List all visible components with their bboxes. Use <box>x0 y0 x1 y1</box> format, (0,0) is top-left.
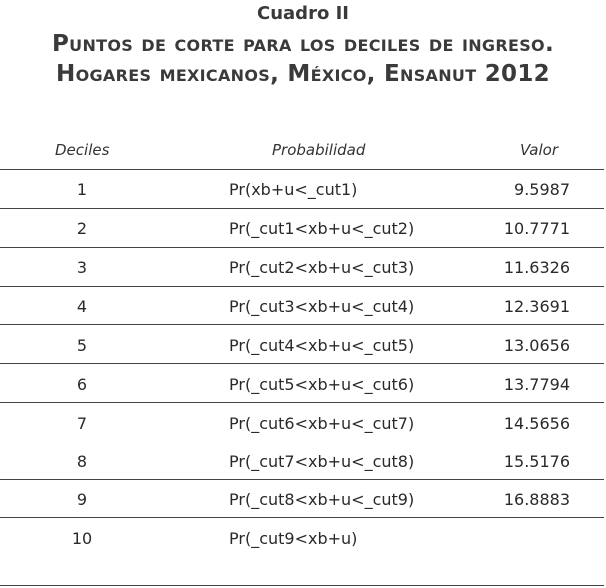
row-divider <box>0 324 604 325</box>
row-divider <box>0 208 604 209</box>
probability-cell: Pr(_cut8<xb+u<_cut9) <box>229 490 415 509</box>
value-cell: 15.5176 <box>503 452 570 471</box>
probability-cell: Pr(_cut9<xb+u) <box>229 529 358 548</box>
row-divider <box>0 247 604 248</box>
probability-cell: Pr(_cut5<xb+u<_cut6) <box>229 375 415 394</box>
value-cell: 13.0656 <box>503 336 570 355</box>
row-divider <box>0 286 604 287</box>
probability-cell: Pr(_cut4<xb+u<_cut5) <box>229 336 415 355</box>
decile-cell: 5 <box>76 336 88 355</box>
header-deciles: Deciles <box>55 141 110 159</box>
probability-cell: Pr(xb+u<_cut1) <box>229 180 358 199</box>
decile-cell: 2 <box>76 219 88 238</box>
value-cell: 10.7771 <box>503 219 570 238</box>
probability-cell: Pr(_cut3<xb+u<_cut4) <box>229 297 415 316</box>
table-caption: Cuadro II <box>257 3 349 24</box>
decile-cell: 6 <box>76 375 88 394</box>
header-valor: Valor <box>520 141 559 159</box>
probability-cell: Pr(_cut1<xb+u<_cut2) <box>229 219 415 238</box>
value-cell: 9.5987 <box>514 180 570 199</box>
decile-cell: 1 <box>76 180 88 199</box>
decile-cell: 8 <box>76 452 88 471</box>
value-cell: 13.7794 <box>503 375 570 394</box>
probability-cell: Pr(_cut7<xb+u<_cut8) <box>229 452 415 471</box>
decile-cell: 9 <box>76 490 88 509</box>
probability-cell: Pr(_cut6<xb+u<_cut7) <box>229 414 415 433</box>
table-title-line-1: Puntos de corte para los deciles de ingr… <box>52 31 554 57</box>
probability-cell: Pr(_cut2<xb+u<_cut3) <box>229 258 415 277</box>
header-probabilidad: Probabilidad <box>272 141 366 159</box>
value-cell: 12.3691 <box>503 297 570 316</box>
row-divider <box>0 363 604 364</box>
row-divider <box>0 517 604 518</box>
value-cell: 16.8883 <box>503 490 570 509</box>
row-divider <box>0 402 604 403</box>
table-title-line-2: Hogares mexicanos, México, Ensanut 2012 <box>56 61 550 87</box>
row-divider <box>0 479 604 480</box>
bottom-rule <box>0 585 604 586</box>
header-rule <box>0 169 604 170</box>
decile-cell: 10 <box>71 529 93 548</box>
value-cell: 11.6326 <box>503 258 570 277</box>
decile-cell: 4 <box>76 297 88 316</box>
decile-cell: 3 <box>76 258 88 277</box>
value-cell: 14.5656 <box>503 414 570 433</box>
decile-cell: 7 <box>76 414 88 433</box>
